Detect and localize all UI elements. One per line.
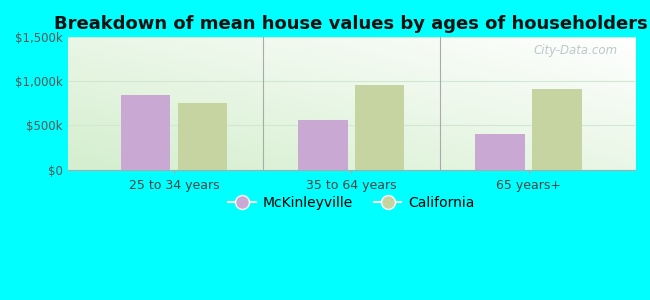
Bar (298, 120, 348, 170)
Bar (121, 94, 170, 170)
Title: Breakdown of mean house values by ages of householders: Breakdown of mean house values by ages o… (55, 15, 648, 33)
Text: City-Data.com: City-Data.com (534, 44, 618, 57)
Bar (177, 103, 228, 170)
Bar (475, 134, 525, 170)
Legend: McKinleyville, California: McKinleyville, California (222, 190, 480, 215)
Bar (355, 85, 404, 170)
Bar (532, 89, 582, 170)
